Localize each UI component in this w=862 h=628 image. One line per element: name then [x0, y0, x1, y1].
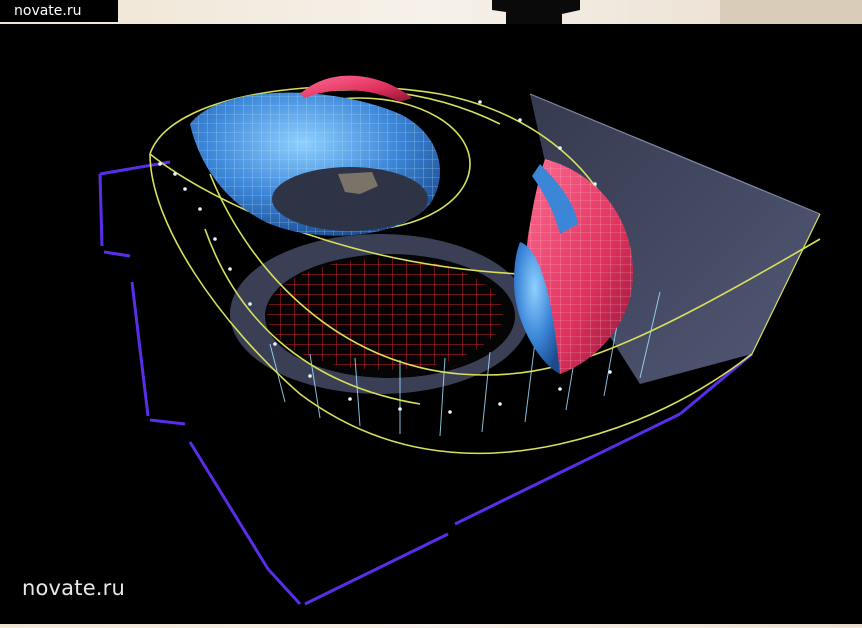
render-viewport [0, 24, 862, 624]
wire-points [158, 100, 612, 414]
base-outline [98, 160, 753, 606]
pink-crest [300, 75, 412, 102]
dark-object [492, 0, 580, 24]
inner-red-grid [267, 258, 503, 370]
bowl-floor [272, 167, 428, 231]
stadium-wireframe-render [98, 75, 821, 606]
blue-side-face [514, 242, 560, 374]
bowl-object [338, 172, 378, 194]
blue-ribbon [532, 164, 578, 234]
watermark-top: novate.ru [0, 0, 118, 22]
watermark-bottom: novate.ru [22, 576, 126, 600]
